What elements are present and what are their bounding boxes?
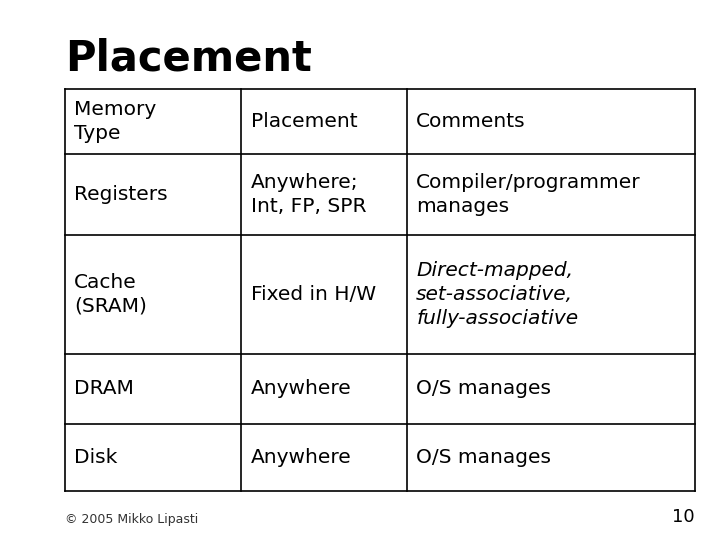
Text: Comments: Comments	[416, 112, 526, 131]
Text: Anywhere: Anywhere	[251, 379, 351, 399]
Text: Anywhere;
Int, FP, SPR: Anywhere; Int, FP, SPR	[251, 173, 366, 216]
Text: Placement: Placement	[251, 112, 357, 131]
Text: O/S manages: O/S manages	[416, 379, 552, 399]
Text: Memory
Type: Memory Type	[74, 100, 156, 143]
Text: Disk: Disk	[74, 448, 117, 467]
Text: Anywhere: Anywhere	[251, 448, 351, 467]
Text: Direct-mapped,
set-associative,
fully-associative: Direct-mapped, set-associative, fully-as…	[416, 261, 578, 328]
Text: O/S manages: O/S manages	[416, 448, 552, 467]
Text: Registers: Registers	[74, 185, 168, 204]
Text: Placement: Placement	[65, 38, 312, 80]
Text: © 2005 Mikko Lipasti: © 2005 Mikko Lipasti	[65, 514, 198, 526]
Text: DRAM: DRAM	[74, 379, 134, 399]
Text: Compiler/programmer
manages: Compiler/programmer manages	[416, 173, 641, 216]
Text: Cache
(SRAM): Cache (SRAM)	[74, 273, 147, 316]
Text: 10: 10	[672, 509, 695, 526]
Text: Fixed in H/W: Fixed in H/W	[251, 285, 376, 304]
